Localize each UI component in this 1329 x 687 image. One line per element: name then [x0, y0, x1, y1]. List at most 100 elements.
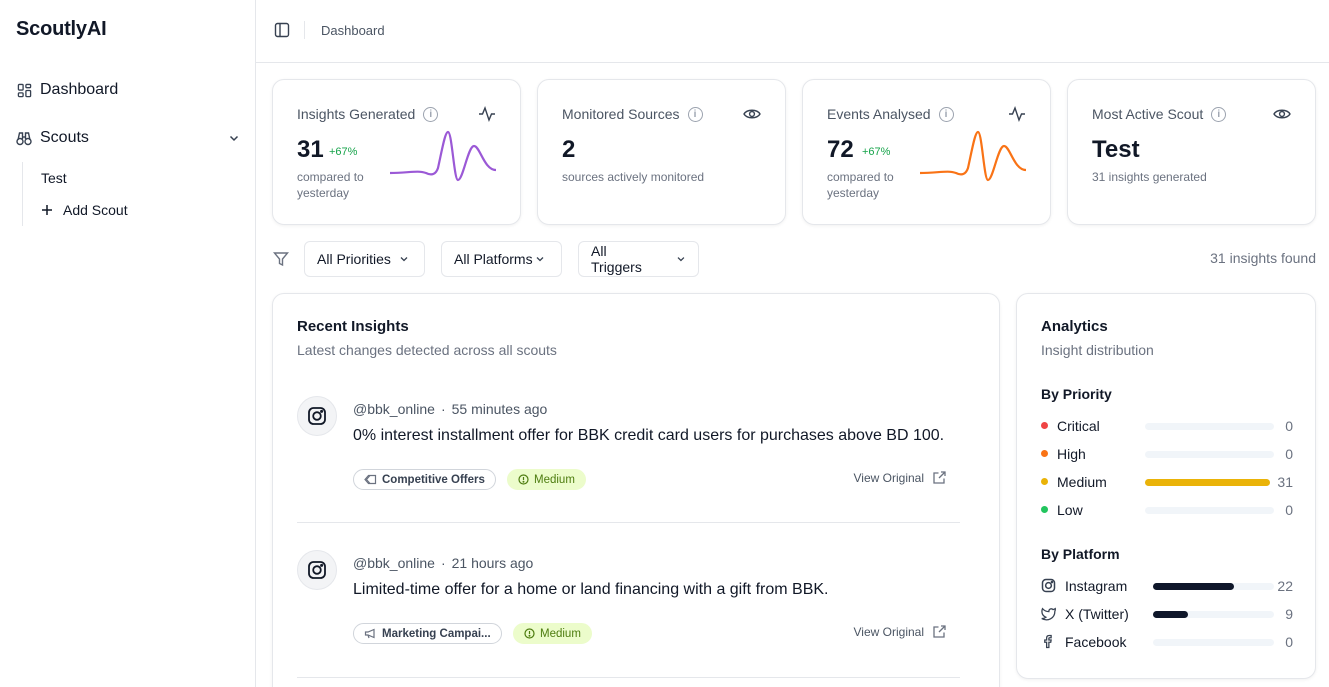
stat-card-most-active-scout: Most Active Scout i Test 31 insights gen… — [1067, 79, 1316, 225]
priority-badge: Medium — [513, 623, 592, 644]
eye-icon — [743, 106, 761, 122]
meta-separator: · — [440, 401, 446, 417]
top-header: Dashboard — [256, 0, 1329, 63]
priority-count: 0 — [1285, 418, 1293, 434]
category-tag-label: Competitive Offers — [382, 473, 485, 486]
sidebar-toggle-icon[interactable] — [274, 22, 290, 38]
stat-value: 31 — [297, 136, 324, 163]
alert-circle-icon — [524, 628, 535, 639]
sidebar-item-dashboard[interactable]: Dashboard — [16, 81, 240, 99]
stat-title-text: Monitored Sources — [562, 106, 680, 122]
stat-sub: sources actively monitored — [562, 170, 705, 184]
stat-value: Test — [1092, 136, 1140, 163]
insight-text: Limited-time offer for a home or land fi… — [353, 581, 829, 598]
priority-label: High — [1057, 446, 1086, 462]
priority-badge-label: Medium — [534, 473, 575, 486]
platform-bar-fill — [1153, 611, 1189, 618]
platform-bar-track — [1153, 583, 1274, 590]
platform-label: Facebook — [1065, 634, 1127, 650]
info-icon[interactable]: i — [938, 106, 954, 122]
by-priority-label: By Priority — [1041, 386, 1112, 402]
insight-meta: @bbk_online · 55 minutes ago — [353, 401, 547, 417]
priority-row: High 0 — [1041, 445, 1293, 463]
filter-icon — [273, 251, 289, 267]
platform-row: Instagram 22 — [1041, 577, 1293, 595]
info-icon[interactable]: i — [1211, 106, 1227, 122]
instagram-icon — [297, 550, 337, 590]
category-tag-label: Marketing Campai... — [382, 627, 491, 640]
instagram-icon — [297, 396, 337, 436]
scouts-subtree: Test Add Scout — [22, 162, 232, 226]
priority-bullet — [1041, 506, 1048, 513]
header-divider — [304, 21, 305, 39]
insights-found-count: 31 insights found — [1210, 250, 1316, 266]
platform-bar-track — [1153, 611, 1274, 618]
stat-title-text: Most Active Scout — [1092, 106, 1204, 122]
stat-delta: +67% — [862, 146, 891, 158]
platform-label: Instagram — [1065, 578, 1128, 594]
priority-bar-track — [1145, 479, 1270, 486]
insight-item[interactable]: @bbk_online · 21 hours ago Limited-time of… — [297, 550, 960, 678]
alert-circle-icon — [518, 474, 529, 485]
external-link-icon — [933, 471, 946, 484]
megaphone-icon — [364, 628, 375, 639]
app-logo: ScoutlyAI — [16, 18, 107, 40]
platform-row: Facebook 0 — [1041, 633, 1293, 651]
view-original-label: View Original — [853, 470, 924, 485]
chevron-down-icon[interactable] — [228, 131, 240, 149]
view-original-label: View Original — [853, 624, 924, 639]
add-scout-label: Add Scout — [63, 202, 128, 218]
sparkline-events — [919, 130, 1027, 182]
priority-count: 0 — [1285, 446, 1293, 462]
eye-icon — [1273, 106, 1291, 122]
chevron-down-icon — [400, 257, 408, 262]
insight-item[interactable]: @bbk_online · 55 minutes ago 0% interest i… — [297, 396, 960, 523]
stat-sub: compared to yesterday — [827, 170, 894, 200]
chevron-down-icon — [677, 257, 685, 262]
priority-count: 0 — [1285, 502, 1293, 518]
category-tag: Competitive Offers — [353, 469, 496, 490]
info-icon[interactable]: i — [687, 106, 703, 122]
priority-row: Medium 31 — [1041, 473, 1293, 491]
facebook-icon — [1041, 634, 1057, 650]
activity-icon — [1008, 106, 1026, 122]
platform-bar-fill — [1153, 583, 1235, 590]
view-original-link[interactable]: View Original — [854, 624, 947, 639]
recent-insights-panel: Recent Insights Latest changes detected … — [272, 293, 1000, 687]
sidebar-item-scout-test[interactable]: Test — [41, 170, 67, 186]
analytics-panel: Analytics Insight distribution By Priori… — [1016, 293, 1316, 679]
insight-time: 21 hours ago — [451, 555, 534, 571]
stat-title-text: Events Analysed — [827, 106, 931, 122]
info-icon[interactable]: i — [423, 106, 439, 122]
view-original-link[interactable]: View Original — [854, 470, 947, 485]
breadcrumb[interactable]: Dashboard — [321, 23, 385, 38]
stat-sub: 31 insights generated — [1092, 170, 1207, 184]
meta-separator: · — [440, 555, 446, 571]
twitter-icon — [1041, 606, 1057, 622]
platform-bar-track — [1153, 639, 1274, 646]
priority-bar-fill — [1145, 479, 1270, 486]
tag-icon — [364, 474, 377, 485]
platform-filter-value: All Platforms — [454, 251, 533, 267]
external-link-icon — [933, 625, 946, 638]
stat-delta: +67% — [329, 146, 358, 158]
insight-time: 55 minutes ago — [451, 401, 548, 417]
stat-card-title: Most Active Scout i — [1092, 106, 1227, 122]
sidebar: ScoutlyAI Dashboard Scouts Test Add Scou… — [0, 0, 256, 687]
sidebar-item-label: Dashboard — [40, 81, 119, 98]
priority-filter-select[interactable]: All Priorities — [304, 241, 425, 277]
instagram-icon — [1041, 578, 1057, 594]
trigger-filter-select[interactable]: All Triggers — [578, 241, 699, 277]
sidebar-item-label: Scouts — [40, 129, 89, 146]
add-scout-button[interactable]: Add Scout — [41, 202, 128, 218]
stat-value: 2 — [562, 136, 576, 163]
priority-label: Low — [1057, 502, 1083, 518]
stat-card-title: Insights Generated i — [297, 106, 439, 122]
insight-handle: @bbk_online — [353, 555, 435, 571]
priority-badge: Medium — [507, 469, 586, 490]
platform-count: 9 — [1285, 606, 1293, 622]
sidebar-item-scouts[interactable]: Scouts — [16, 129, 240, 147]
platform-filter-select[interactable]: All Platforms — [441, 241, 562, 277]
binoculars-icon — [16, 130, 32, 146]
chevron-down-icon — [536, 257, 544, 262]
